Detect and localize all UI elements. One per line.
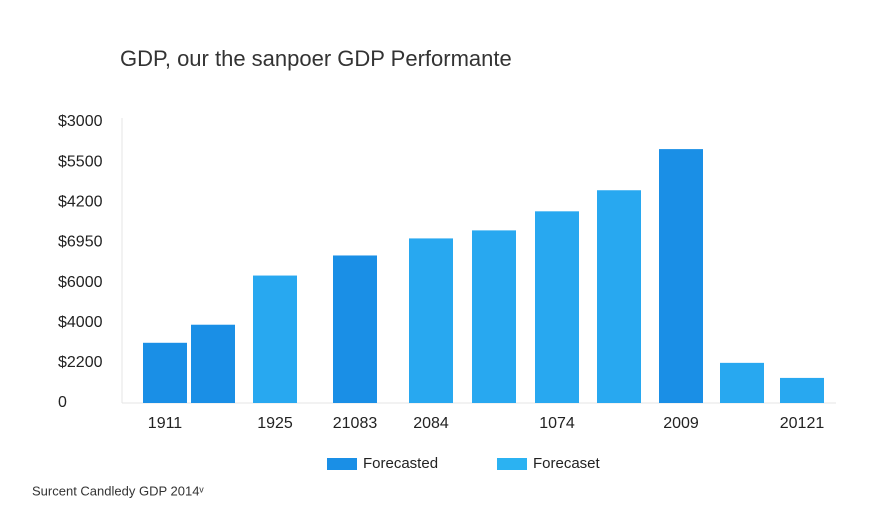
x-tick-label: 2009: [663, 415, 699, 432]
y-tick-label: $5500: [58, 153, 103, 170]
y-tick-label: $3000: [58, 113, 103, 130]
y-tick-label: $6000: [58, 274, 103, 291]
legend-swatch: [327, 458, 357, 470]
bar: [333, 255, 377, 403]
chart-title: GDP, our the sanpoer GDP Performante: [120, 46, 512, 71]
bar: [535, 211, 579, 403]
bar: [409, 238, 453, 403]
legend-label: Forecasted: [363, 455, 438, 472]
bar: [597, 190, 641, 403]
bar: [720, 362, 764, 403]
bar: [659, 149, 703, 403]
x-tick-label: 2084: [413, 415, 449, 432]
x-tick-label: 1925: [257, 415, 293, 432]
footnote: Surcent Candledy GDP 2014ᵛ: [32, 483, 204, 498]
x-tick-label: 1911: [148, 415, 183, 432]
legend-label: Forecaset: [533, 455, 601, 472]
x-tick-label: 20121: [780, 415, 825, 432]
bar: [191, 324, 235, 403]
legend-swatch: [497, 458, 527, 470]
bar: [780, 377, 824, 403]
y-tick-label: 0: [58, 394, 67, 411]
bar: [143, 342, 187, 403]
y-tick-label: $2200: [58, 354, 103, 371]
bar: [253, 275, 297, 403]
y-tick-label: $4000: [58, 314, 103, 331]
y-tick-label: $6950: [58, 234, 103, 251]
y-tick-label: $4200: [58, 194, 103, 211]
x-tick-label: 1074: [539, 415, 575, 432]
x-tick-label: 21083: [333, 415, 378, 432]
bar: [472, 230, 516, 403]
